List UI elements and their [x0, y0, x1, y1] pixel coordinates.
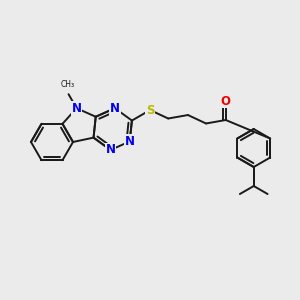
Text: N: N	[110, 102, 120, 115]
Text: N: N	[106, 143, 116, 157]
Text: S: S	[146, 103, 154, 117]
Text: O: O	[221, 94, 231, 107]
Text: CH₃: CH₃	[61, 80, 75, 89]
Text: N: N	[125, 135, 135, 148]
Text: N: N	[72, 102, 82, 115]
